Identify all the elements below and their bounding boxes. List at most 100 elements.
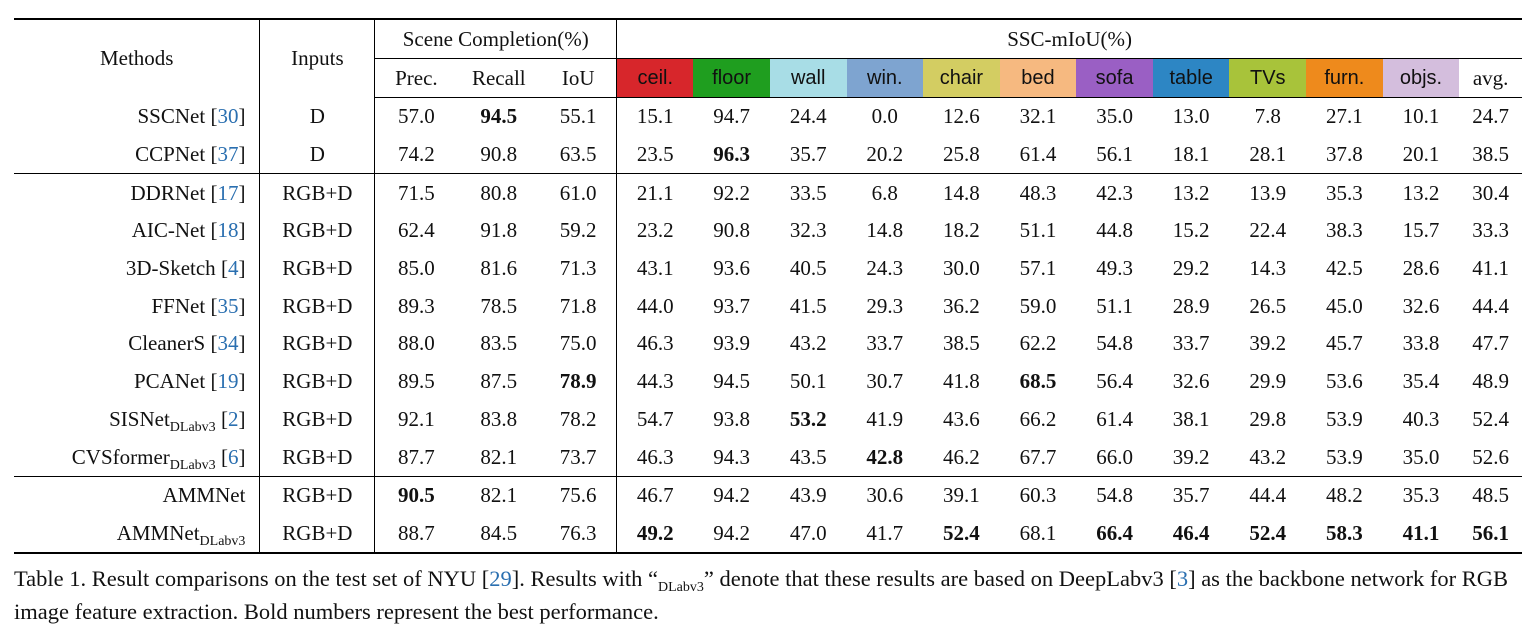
method-name: FFNet	[151, 293, 206, 318]
value-cell: 75.6	[540, 475, 618, 515]
value-cell: 43.6	[943, 406, 980, 431]
value-cell: 14.8	[923, 173, 1000, 213]
value-cell: 33.8	[1402, 331, 1440, 356]
value-cell: 54.8	[1076, 475, 1153, 515]
value-cell: 53.9	[1325, 444, 1363, 469]
best-value: 58.3	[1325, 520, 1363, 545]
value-cell: 13.9	[1229, 173, 1307, 213]
value-cell: 43.2	[1249, 444, 1287, 469]
value-cell: 50.1	[789, 369, 827, 394]
value-cell: 45.7	[1325, 331, 1363, 356]
value-cell: 35.4	[1402, 369, 1440, 394]
best-value: 78.9	[559, 369, 597, 394]
method-citation: [2]	[215, 406, 246, 431]
value-cell: 60.3	[999, 475, 1077, 515]
value-cell: 29.3	[866, 293, 904, 318]
value-cell: 94.5	[713, 369, 750, 394]
value-cell: 44.4	[1472, 293, 1509, 318]
best-value: 96.3	[713, 142, 750, 167]
best-value: 94.5	[480, 104, 518, 129]
value-cell: 21.1	[616, 173, 694, 213]
value-cell: 25.8	[943, 142, 980, 167]
class-column-header: sofa	[1076, 58, 1153, 98]
class-column-header: furn.	[1306, 58, 1383, 98]
citation-link[interactable]: 35	[217, 293, 239, 318]
value-cell: 38.3	[1325, 218, 1363, 243]
value-cell: 41.1	[1472, 256, 1509, 281]
value-cell: 54.7	[636, 406, 674, 431]
value-cell: 53.2	[770, 401, 847, 439]
value-cell: 93.7	[713, 293, 750, 318]
value-cell: 24.7	[1472, 104, 1509, 129]
value-cell: 35.3	[1382, 475, 1460, 515]
value-cell: 61.4	[1019, 142, 1057, 167]
best-value: 68.5	[1019, 369, 1057, 394]
citation-link[interactable]: 34	[217, 331, 239, 356]
value-cell: 44.0	[636, 293, 674, 318]
value-cell: 33.7	[1172, 331, 1210, 356]
table-caption: Table 1. Result comparisons on the test …	[14, 562, 1529, 628]
citation-link[interactable]: 18	[217, 218, 239, 243]
value-cell: 83.8	[480, 406, 518, 431]
method-cell: CCPNet [37]	[14, 135, 261, 174]
value-cell: 90.8	[713, 218, 750, 243]
sc-column-header: Recall	[457, 58, 541, 98]
best-value: 52.4	[943, 520, 980, 545]
value-cell: 6.8	[846, 173, 924, 213]
value-cell: 35.7	[1152, 475, 1230, 515]
citation-link[interactable]: 4	[227, 256, 239, 281]
value-cell: 52.4	[1472, 406, 1509, 431]
value-cell: 89.3	[398, 293, 435, 318]
methods-header: Methods	[14, 18, 261, 98]
value-cell: 24.3	[866, 256, 904, 281]
method-citation: [35]	[205, 293, 246, 318]
value-cell: 49.3	[1096, 256, 1133, 281]
method-cell: CVSformerDLabv3 [6]	[14, 438, 261, 477]
best-value: 52.4	[1249, 520, 1287, 545]
citation-link[interactable]: 2	[227, 406, 239, 431]
method-citation: [34]	[205, 331, 246, 356]
value-cell: 29.2	[1172, 256, 1210, 281]
caption-text-4: ] as the backbone network for RGB image …	[14, 566, 1508, 624]
caption-citation-link[interactable]: 29	[489, 566, 512, 591]
table-row: AMMNetDLabv3 RGB+D 88.7 84.5 76.3 49.2 94.2 47.…	[14, 514, 1522, 555]
value-cell: 94.7	[713, 104, 750, 129]
best-value: 90.5	[398, 483, 435, 508]
value-cell: 52.4	[923, 514, 1000, 555]
value-cell: 35.3	[1306, 173, 1383, 213]
citation-link[interactable]: 19	[217, 369, 239, 394]
value-cell: 20.1	[1402, 142, 1440, 167]
citation-link[interactable]: 37	[217, 142, 239, 167]
value-cell: 62.2	[1019, 331, 1057, 356]
citation-link[interactable]: 17	[217, 180, 239, 205]
input-cell: RGB+D	[259, 362, 376, 401]
value-cell: 41.7	[846, 514, 924, 555]
value-cell: 93.6	[713, 256, 750, 281]
value-cell: 71.8	[540, 287, 618, 326]
column-subheader-row: Prec. Recall IoU ceil. floor wall win. chair bed…	[14, 58, 1522, 98]
caption-citation-link[interactable]: 3	[1176, 566, 1189, 591]
best-value: 56.1	[1472, 520, 1509, 545]
value-cell: 73.7	[540, 438, 618, 477]
class-column-header: wall	[769, 58, 847, 98]
value-cell: 39.1	[923, 475, 1000, 515]
method-cell: AMMNetDLabv3	[14, 514, 261, 555]
value-cell: 93.8	[713, 406, 750, 431]
value-cell: 42.8	[847, 438, 924, 476]
value-cell: 32.6	[1402, 293, 1440, 318]
class-column-header: objs.	[1382, 58, 1460, 98]
citation-link[interactable]: 30	[217, 104, 239, 129]
input-cell: RGB+D	[259, 249, 376, 288]
value-cell: 71.5	[374, 173, 458, 213]
value-cell: 18.1	[1172, 142, 1210, 167]
value-cell: 66.2	[1019, 406, 1057, 431]
input-cell: RGB+D	[259, 287, 376, 326]
avg-column-header: avg.	[1459, 58, 1522, 98]
value-cell: 43.1	[636, 256, 674, 281]
input-cell: RGB+D	[259, 325, 376, 363]
caption-label: Table 1.	[14, 566, 87, 591]
method-name: CCPNet	[135, 142, 206, 167]
results-table-container: Methods Inputs Scene Completion(%) SSC-m…	[14, 18, 1522, 555]
best-value: 42.8	[866, 444, 904, 469]
citation-link[interactable]: 6	[227, 444, 239, 469]
